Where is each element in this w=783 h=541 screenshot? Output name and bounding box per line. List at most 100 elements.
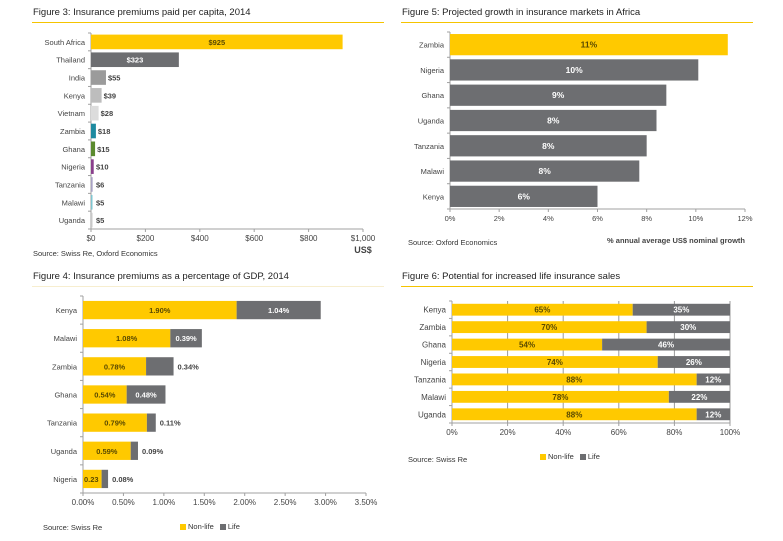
figure-5-title: Figure 5: Projected growth in insurance … xyxy=(402,7,641,18)
figure-4-source: Source: Swiss Re xyxy=(43,523,103,532)
bar-life xyxy=(668,390,730,403)
data-label: 0.54% xyxy=(94,391,116,400)
data-label: 54% xyxy=(519,341,535,350)
data-label: 0.34% xyxy=(178,362,200,371)
data-label: 46% xyxy=(658,341,674,350)
data-label: 1.08% xyxy=(116,334,138,343)
bar xyxy=(450,160,640,182)
x-tick-label: 100% xyxy=(720,428,740,437)
category-label: Kenya xyxy=(423,306,446,315)
data-label: 8% xyxy=(542,141,555,151)
legend-swatch xyxy=(219,524,226,531)
bar-non-life xyxy=(83,413,147,432)
data-label: 12% xyxy=(705,375,721,384)
figure-6-legend: Non-life Life xyxy=(540,452,600,461)
data-label: 26% xyxy=(686,358,702,367)
data-label: $39 xyxy=(104,91,117,100)
data-label: 0.39% xyxy=(175,334,197,343)
x-axis-title: % annual average US$ nominal growth xyxy=(607,236,745,245)
bar-life xyxy=(657,356,730,368)
category-label: Vietnam xyxy=(58,109,85,118)
figure-5-chart: 0% 2% 4% 6% 8% 10% 12% Zambia 11% Nigeria 10% Ghana… xyxy=(414,31,753,245)
category-label: Uganda xyxy=(418,117,445,126)
figure-6-chart: 0% 20% 40% 60% 80% 100% Kenya 65% 35% Zambia 70% 30… xyxy=(414,300,740,437)
bar xyxy=(450,34,728,56)
bar xyxy=(91,88,102,103)
figure-4-chart: 0.00% 0.50% 1.00% 1.50% 2.00% 2.50% 3.00% 3.50%… xyxy=(47,295,378,507)
figure-4-panel: Figure 4: Insurance premiums as a percen… xyxy=(0,265,390,541)
bar-non-life xyxy=(83,329,171,348)
bar-non-life xyxy=(83,385,127,404)
x-tick-label: 0% xyxy=(445,214,456,223)
category-label: Tanzania xyxy=(414,375,447,384)
bar-life xyxy=(170,329,202,348)
category-label: Uganda xyxy=(59,216,86,225)
x-tick-label: $600 xyxy=(245,234,263,243)
bar-non-life xyxy=(83,469,102,489)
figure-6-panel: Figure 6: Potential for increased life i… xyxy=(390,265,783,541)
title-underline xyxy=(32,286,384,287)
bar xyxy=(91,159,94,174)
category-label: Ghana xyxy=(421,91,444,100)
bar-non-life xyxy=(83,441,131,460)
data-label: 0.11% xyxy=(160,419,181,428)
category-label: Uganda xyxy=(418,410,447,419)
bar-non-life xyxy=(452,356,658,368)
category-label: Zambia xyxy=(60,127,86,136)
x-tick-label: $200 xyxy=(137,234,155,243)
data-label: 0.79% xyxy=(104,419,126,428)
figure-3-panel: Figure 3: Insurance premiums paid per ca… xyxy=(0,0,390,265)
bar xyxy=(91,70,106,85)
x-tick-label: $0 xyxy=(87,234,96,243)
data-label: 10% xyxy=(566,65,583,75)
category-label: Uganda xyxy=(51,447,78,456)
category-label: Nigeria xyxy=(421,358,447,367)
data-label: 9% xyxy=(552,90,565,100)
data-label: $6 xyxy=(96,180,104,189)
bar-life xyxy=(646,321,730,334)
figure-4-legend: Non-life Life xyxy=(180,522,240,531)
bar xyxy=(91,194,93,210)
category-label: Tanzania xyxy=(55,180,86,189)
bar-non-life xyxy=(83,300,237,320)
data-label: 70% xyxy=(541,323,557,332)
legend-item-life: Life xyxy=(579,452,600,461)
data-label: $5 xyxy=(96,198,104,207)
category-label: Malawi xyxy=(421,167,445,176)
category-label: Ghana xyxy=(62,145,85,154)
data-label: 0.48% xyxy=(135,391,157,400)
data-label: 0.78% xyxy=(104,362,126,371)
legend-swatch xyxy=(180,524,186,531)
category-label: Zambia xyxy=(419,41,445,50)
data-label: 65% xyxy=(534,306,550,315)
x-tick-label: 3.00% xyxy=(314,498,337,507)
figure-6-title: Figure 6: Potential for increased life i… xyxy=(402,271,621,282)
bar-non-life xyxy=(452,373,697,386)
bar xyxy=(91,34,343,50)
x-tick-label: 12% xyxy=(737,214,752,223)
data-label: 1.04% xyxy=(268,306,290,315)
data-label: 0.23 xyxy=(84,475,99,484)
x-tick-label: 2.00% xyxy=(233,498,256,507)
bar-life xyxy=(146,357,174,376)
data-label: $925 xyxy=(208,38,225,47)
figure-3-source: Source: Swiss Re, Oxford Economics xyxy=(33,249,158,258)
data-label: 88% xyxy=(566,410,582,419)
data-label: 0.08% xyxy=(112,475,134,484)
bar-non-life xyxy=(452,303,633,316)
category-label: Kenya xyxy=(56,306,78,315)
figure-3-title: Figure 3: Insurance premiums paid per ca… xyxy=(33,7,251,18)
bar xyxy=(450,135,647,157)
x-tick-label: 3.50% xyxy=(355,498,378,507)
data-label: 22% xyxy=(691,393,707,402)
category-label: Malawi xyxy=(54,334,78,343)
x-axis-title: US$ xyxy=(354,245,372,255)
bar-life xyxy=(696,408,730,421)
category-label: Kenya xyxy=(423,192,445,201)
data-label: $55 xyxy=(108,74,121,83)
title-underline xyxy=(32,22,384,23)
bar xyxy=(450,84,667,106)
category-label: Tanzania xyxy=(414,142,445,151)
data-label: 8% xyxy=(538,166,551,176)
data-label: $15 xyxy=(97,145,110,154)
